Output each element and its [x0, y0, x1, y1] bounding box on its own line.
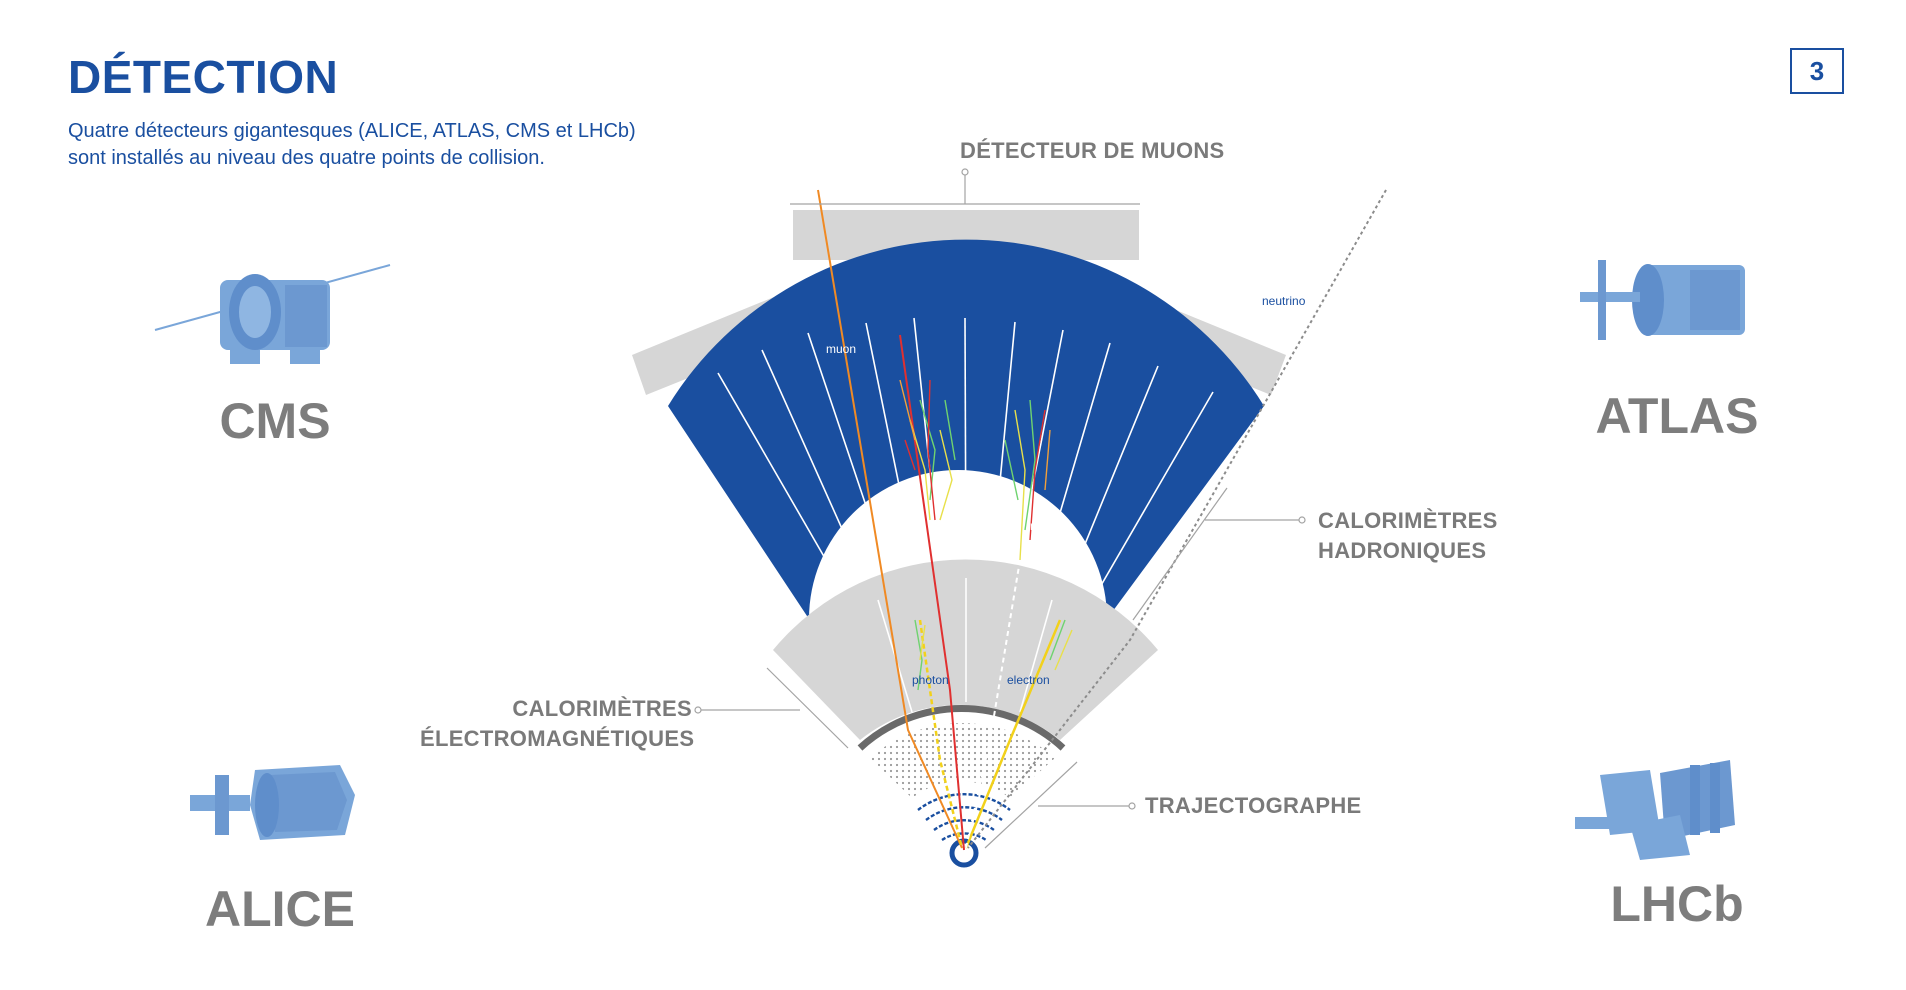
hadronic-calorimeter-callout: CALORIMÈTRES HADRONIQUES	[1318, 506, 1498, 566]
proton-shower	[899, 379, 956, 521]
subtitle-line-1: Quatre détecteurs gigantesques (ALICE, A…	[68, 120, 636, 142]
lhcb-detector-icon	[1575, 760, 1735, 860]
subtitle-line-2: sont installés au niveau des quatre poin…	[68, 147, 545, 169]
page-number-badge: 3	[1790, 48, 1844, 94]
tracker-outer-ring	[857, 704, 1066, 751]
muon-label: muon	[826, 342, 856, 356]
electron-track	[964, 619, 1062, 849]
neutrino-track	[967, 189, 1387, 849]
em-callout-line-2: ÉLECTROMAGNÉTIQUES	[420, 726, 695, 751]
cms-detector-icon	[154, 264, 391, 364]
tracker-silicon-region	[870, 723, 1055, 798]
proton-label: proton	[934, 529, 968, 543]
neutron-shower	[1004, 399, 1051, 561]
proton-track	[899, 334, 965, 851]
photon-label: photon	[912, 673, 949, 687]
callout-leaders	[694, 168, 1306, 849]
atlas-detector-icon	[1580, 260, 1745, 340]
tracker-callout: TRAJECTOGRAPHE	[1145, 793, 1362, 818]
neutrino-label: neutrino	[1262, 294, 1306, 308]
page-title: DÉTECTION	[68, 51, 339, 103]
hadronic-calorimeter-dividers	[717, 317, 1214, 614]
em-showers	[914, 619, 1073, 691]
neutron-label: neutron	[1030, 519, 1071, 533]
em-calorimeter-callout: CALORIMÈTRES ÉLECTROMAGNÉTIQUES	[420, 694, 695, 754]
muon-detector-callout: DÉTECTEUR DE MUONS	[960, 138, 1225, 163]
atlas-label: ATLAS	[1595, 388, 1759, 444]
photon-track	[918, 619, 964, 849]
hadronic-callout-line-2: HADRONIQUES	[1318, 538, 1487, 563]
neutron-track	[965, 559, 1021, 849]
page-subtitle: Quatre détecteurs gigantesques (ALICE, A…	[68, 118, 636, 172]
electron-label: electron	[1007, 673, 1050, 687]
cms-label: CMS	[219, 393, 331, 449]
muon-track	[817, 189, 963, 849]
em-callout-line-1: CALORIMÈTRES	[512, 696, 692, 721]
lhcb-label: LHCb	[1610, 876, 1744, 932]
alice-label: ALICE	[205, 881, 355, 937]
tracker-inner-layers	[917, 793, 1011, 842]
hadronic-callout-line-1: CALORIMÈTRES	[1318, 508, 1498, 533]
alice-detector-icon	[190, 765, 355, 840]
